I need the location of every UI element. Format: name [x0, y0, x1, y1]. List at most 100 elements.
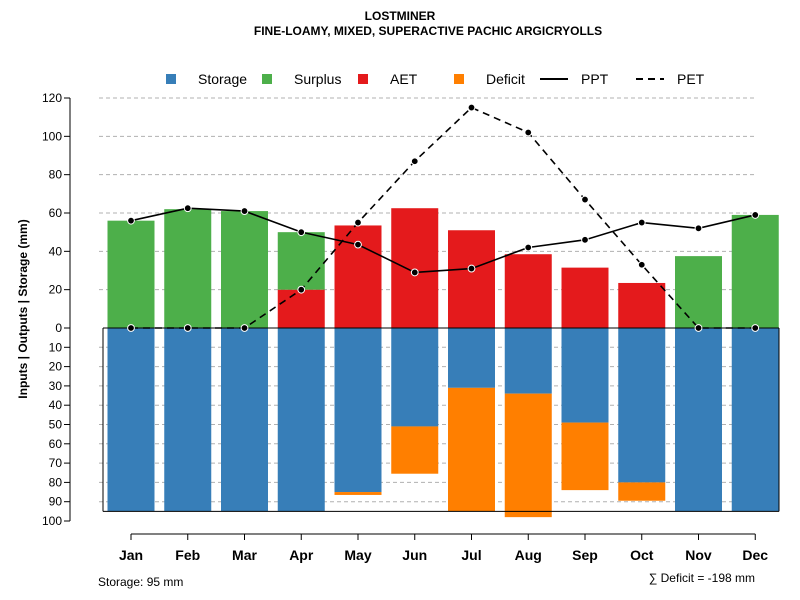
- x-tick-label-jun: Jun: [402, 547, 427, 563]
- legend-label-aet: AET: [390, 71, 418, 87]
- bar-deficit: [448, 387, 495, 512]
- y-tick-label-top: 60: [49, 206, 63, 220]
- point-pet: [524, 128, 533, 137]
- bar-deficit: [561, 422, 609, 491]
- bar-storage: [504, 328, 552, 394]
- bar-storage: [731, 328, 779, 512]
- y-tick-label-top: 120: [42, 91, 62, 105]
- point-pet: [581, 195, 589, 204]
- point-pet: [297, 285, 306, 294]
- y-tick-label-top: 0: [55, 321, 62, 335]
- bar-aet: [448, 230, 495, 328]
- y-tick-label-bottom: 100: [42, 514, 62, 528]
- y-tick-label-bottom: 60: [49, 437, 63, 451]
- bar-aet: [391, 208, 439, 328]
- legend-label-surplus: Surplus: [294, 71, 341, 87]
- x-tick-label-nov: Nov: [685, 547, 712, 563]
- point-pet: [183, 324, 192, 332]
- chart-title: LOSTMINER: [365, 9, 436, 23]
- bar-aet: [504, 254, 552, 328]
- y-tick-label-top: 80: [49, 168, 63, 182]
- x-tick-label-aug: Aug: [515, 547, 542, 563]
- legend-label-ppt: PPT: [581, 71, 609, 87]
- bar-surplus: [164, 209, 212, 328]
- bar-storage: [334, 328, 382, 493]
- bar-surplus: [675, 256, 722, 328]
- point-pet: [467, 103, 476, 112]
- point-ppt: [581, 235, 589, 244]
- y-tick-label-top: 40: [49, 244, 63, 258]
- point-ppt: [354, 240, 362, 249]
- y-tick-label-top: 100: [42, 129, 62, 143]
- x-axis: Jan Feb Mar Apr May Jun Jul Aug Sep Oct Nov Dec: [119, 533, 768, 563]
- y-axis-label: Inputs | Outputs | Storage (mm): [16, 219, 30, 398]
- bar-storage: [561, 328, 609, 423]
- bar-surplus: [731, 214, 779, 328]
- x-tick-label-feb: Feb: [175, 547, 200, 563]
- point-ppt: [127, 216, 135, 225]
- point-ppt: [240, 207, 249, 215]
- bar-storage: [618, 328, 666, 483]
- x-tick-label-dec: Dec: [742, 547, 768, 563]
- point-ppt: [751, 211, 760, 219]
- y-tick-label-bottom: 20: [49, 360, 63, 374]
- legend-swatch-aet: [358, 74, 368, 84]
- bar-deficit: [391, 426, 439, 474]
- legend-swatch-surplus: [262, 74, 272, 84]
- point-ppt: [524, 243, 533, 252]
- y-tick-label-bottom: 50: [49, 418, 63, 432]
- bar-deficit: [334, 492, 382, 495]
- point-pet: [751, 324, 760, 332]
- point-ppt: [694, 224, 703, 233]
- x-tick-label-may: May: [344, 547, 371, 563]
- y-tick-label-bottom: 80: [49, 475, 63, 489]
- x-tick-label-mar: Mar: [232, 547, 257, 563]
- y-tick-label-top: 20: [49, 283, 63, 297]
- point-ppt: [297, 228, 306, 237]
- bar-deficit: [504, 393, 552, 518]
- y-tick-label-bottom: 40: [49, 398, 63, 412]
- y-tick-label-bottom: 10: [49, 340, 63, 354]
- y-tick-label-bottom: 30: [49, 379, 63, 393]
- point-pet: [410, 157, 419, 166]
- bar-aet: [618, 282, 666, 328]
- line-ppt: [130, 207, 756, 274]
- point-ppt: [467, 264, 476, 273]
- bar-surplus: [107, 220, 155, 328]
- legend-label-storage: Storage: [198, 71, 247, 87]
- x-tick-label-jul: Jul: [461, 547, 481, 563]
- point-pet: [694, 324, 703, 332]
- footer-deficit-sum: ∑ Deficit = -198 mm: [649, 571, 755, 585]
- bars: [107, 208, 779, 518]
- bar-aet: [561, 267, 609, 328]
- x-tick-label-apr: Apr: [289, 547, 314, 563]
- bar-storage: [391, 328, 439, 427]
- legend-swatch-storage: [166, 74, 176, 84]
- point-pet: [240, 324, 249, 332]
- y-tick-label-bottom: 70: [49, 456, 63, 470]
- point-pet: [127, 324, 135, 332]
- bar-storage: [107, 328, 155, 512]
- bar-deficit: [618, 482, 666, 501]
- series-lines: [127, 103, 760, 332]
- y-axis: 0 20 40 60 80 100 120 10 20 30 40 50 60 70 80 90 100: [42, 91, 71, 528]
- x-tick-label-sep: Sep: [572, 547, 598, 563]
- point-pet: [637, 260, 646, 269]
- footer-storage: Storage: 95 mm: [98, 575, 183, 589]
- bar-storage: [675, 328, 722, 512]
- point-ppt: [183, 204, 192, 213]
- bar-storage: [221, 328, 268, 512]
- bar-storage: [277, 328, 325, 512]
- x-tick-label-jan: Jan: [119, 547, 143, 563]
- chart-subtitle: FINE-LOAMY, MIXED, SUPERACTIVE PACHIC AR…: [254, 24, 602, 38]
- bar-surplus: [277, 232, 325, 290]
- legend-label-deficit: Deficit: [486, 71, 525, 87]
- chart-legend: Storage Surplus AET Deficit PPT PET: [166, 71, 705, 87]
- y-tick-label-bottom: 90: [49, 495, 63, 509]
- bar-surplus: [221, 211, 268, 328]
- legend-swatch-deficit: [454, 74, 464, 84]
- legend-label-pet: PET: [677, 71, 705, 87]
- bar-storage: [164, 328, 212, 512]
- bar-storage: [448, 328, 495, 388]
